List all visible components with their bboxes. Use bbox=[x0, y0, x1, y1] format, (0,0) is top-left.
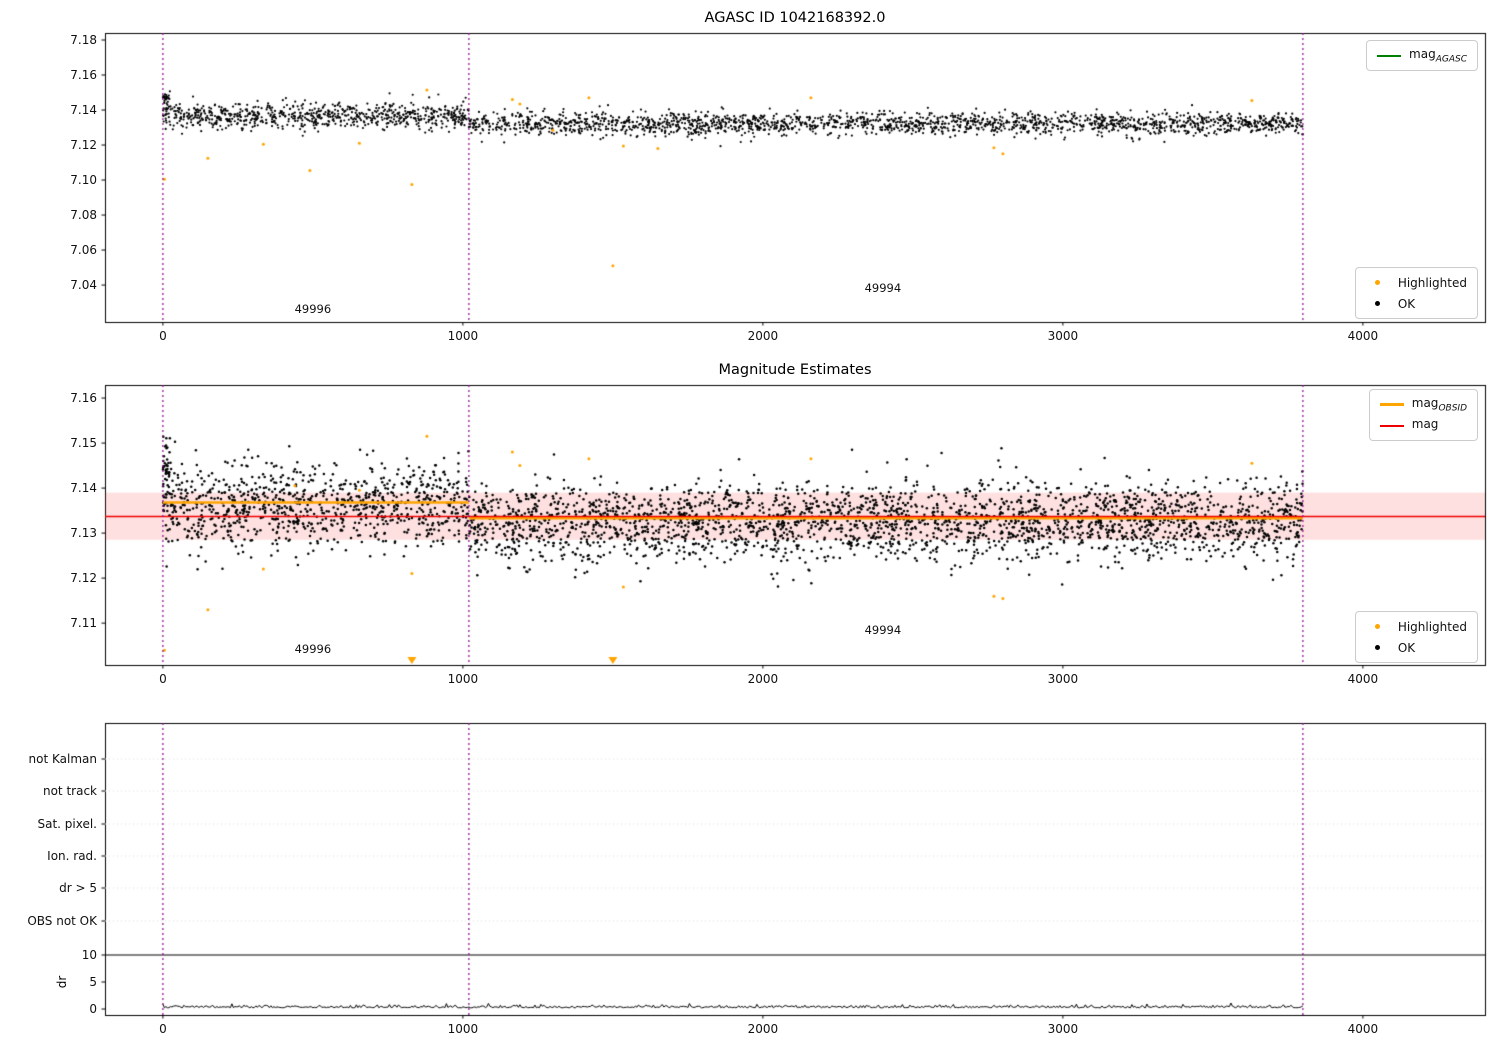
obsid-annotation: 49996 bbox=[294, 641, 332, 656]
legend-item: mag bbox=[1379, 415, 1467, 436]
highlighted-dot-icon bbox=[1366, 624, 1390, 629]
y-tick-label: 7.14 bbox=[70, 481, 97, 496]
legend-plot2-lines: magOBSID mag bbox=[1368, 389, 1478, 441]
legend-item: OK bbox=[1366, 293, 1467, 314]
y-tick-label: 7.16 bbox=[70, 391, 97, 406]
legend-plot2-markers: Highlighted OK bbox=[1354, 611, 1478, 663]
x-tick-label: 2000 bbox=[747, 1022, 779, 1036]
plot2-title: Magnitude Estimates bbox=[718, 362, 872, 378]
x-tick-label: 1000 bbox=[447, 329, 479, 343]
x-tick-label: 0 bbox=[159, 329, 167, 343]
red-line-sample-icon bbox=[1379, 424, 1404, 427]
legend-item: magAGASC bbox=[1377, 45, 1467, 66]
green-line-sample-icon bbox=[1377, 54, 1402, 57]
y-tick-label: 7.10 bbox=[70, 173, 97, 188]
y-tick-label: 7.04 bbox=[70, 278, 97, 293]
flag-category-label: not track bbox=[42, 784, 97, 798]
y-tick-label: 7.08 bbox=[70, 208, 97, 223]
y-tick-label: 7.18 bbox=[70, 33, 97, 47]
obsid-annotation: 49994 bbox=[864, 280, 902, 295]
x-tick-label: 4000 bbox=[1347, 329, 1379, 343]
dr-axis-label: dr bbox=[55, 975, 69, 989]
x-tick-label: 2000 bbox=[747, 672, 779, 686]
legend-item: OK bbox=[1366, 637, 1467, 658]
y-tick-label: 7.13 bbox=[70, 526, 97, 541]
x-tick-label: 2000 bbox=[747, 329, 779, 343]
legend-label: OK bbox=[1397, 640, 1416, 655]
y-tick-label: 7.15 bbox=[70, 436, 97, 451]
obsid-annotation: 49996 bbox=[294, 301, 332, 316]
x-tick-label: 1000 bbox=[447, 1022, 479, 1036]
plot1-title: AGASC ID 1042168392.0 bbox=[704, 10, 886, 26]
y-tick-label: 7.16 bbox=[70, 68, 97, 82]
legend-label: OK bbox=[1397, 296, 1416, 311]
y-tick-label: 7.12 bbox=[70, 571, 97, 586]
legend-mag-agasc: magAGASC bbox=[1366, 40, 1478, 71]
legend-plot1-markers: Highlighted OK bbox=[1354, 267, 1478, 319]
ok-dot-icon bbox=[1366, 301, 1390, 306]
legend-label: magAGASC bbox=[1409, 46, 1467, 65]
ok-dot-icon bbox=[1366, 645, 1390, 650]
highlighted-dot-icon bbox=[1366, 280, 1390, 285]
legend-label: Highlighted bbox=[1397, 619, 1467, 634]
legend-item: Highlighted bbox=[1366, 272, 1467, 293]
y-tick-label: 7.11 bbox=[70, 616, 97, 631]
legend-item: Highlighted bbox=[1366, 616, 1467, 637]
flag-category-label: Sat. pixel. bbox=[37, 817, 97, 831]
legend-label: magOBSID bbox=[1411, 395, 1467, 414]
dr-tick-label: 5 bbox=[89, 975, 97, 989]
orange-line-sample-icon bbox=[1379, 403, 1404, 406]
legend-item: magOBSID bbox=[1379, 394, 1467, 415]
x-tick-label: 3000 bbox=[1047, 1022, 1079, 1036]
flag-category-label: OBS not OK bbox=[27, 914, 97, 928]
dr-tick-label: 0 bbox=[89, 1002, 97, 1016]
flag-category-label: dr > 5 bbox=[59, 881, 97, 895]
x-tick-label: 0 bbox=[159, 1022, 167, 1036]
y-tick-label: 7.14 bbox=[70, 103, 97, 118]
flag-category-label: Ion. rad. bbox=[47, 849, 97, 863]
x-tick-label: 1000 bbox=[447, 672, 479, 686]
obsid-annotation: 49994 bbox=[864, 622, 902, 637]
x-tick-label: 0 bbox=[159, 672, 167, 686]
x-tick-label: 4000 bbox=[1347, 672, 1379, 686]
x-tick-label: 4000 bbox=[1347, 1022, 1379, 1036]
dr-tick-label: 10 bbox=[81, 948, 97, 962]
legend-label: Highlighted bbox=[1397, 275, 1467, 290]
x-tick-label: 3000 bbox=[1047, 672, 1079, 686]
y-tick-label: 7.12 bbox=[70, 138, 97, 153]
x-tick-label: 3000 bbox=[1047, 329, 1079, 343]
legend-label: mag bbox=[1411, 416, 1439, 431]
flag-category-label: not Kalman bbox=[28, 752, 97, 766]
y-tick-label: 7.06 bbox=[70, 243, 97, 258]
